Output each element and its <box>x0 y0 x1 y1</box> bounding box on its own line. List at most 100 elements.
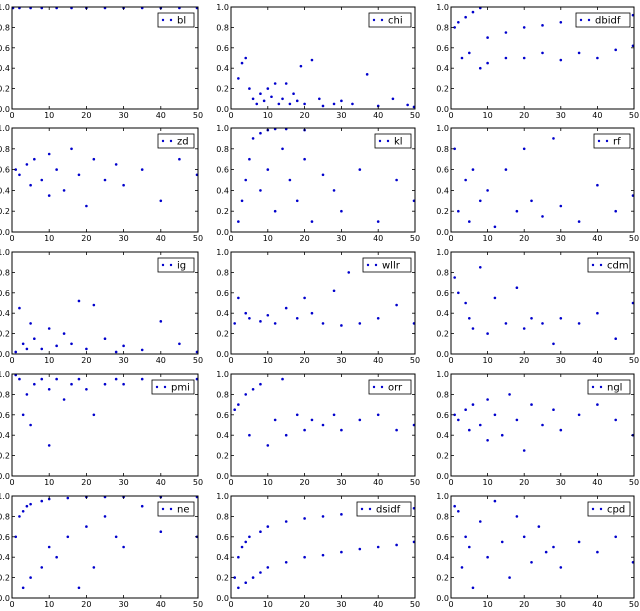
x-tick-label: 10 <box>483 111 493 120</box>
data-point <box>303 428 306 432</box>
legend-marker <box>374 263 378 267</box>
data-point <box>21 342 25 346</box>
legend-marker <box>380 385 384 389</box>
data-point <box>259 131 262 135</box>
data-point <box>259 92 262 95</box>
data-point <box>457 510 460 513</box>
data-point <box>18 515 21 518</box>
data-point <box>596 403 599 406</box>
data-point <box>614 48 617 52</box>
legend-marker <box>591 263 595 267</box>
y-tick-label: 0.0 <box>436 105 449 114</box>
y-tick-label: 0.0 <box>0 228 10 237</box>
x-tick-label: 30 <box>556 478 566 487</box>
data-point <box>47 444 51 447</box>
y-tick-label: 0.8 <box>436 512 449 521</box>
data-point <box>266 168 270 171</box>
data-point <box>340 324 343 327</box>
plot-frame <box>450 373 635 477</box>
y-tick-label: 0.6 <box>0 289 10 298</box>
y-tick-label: 0.8 <box>0 23 10 32</box>
data-point <box>40 499 44 503</box>
y-tick-label: 0.0 <box>436 228 449 237</box>
data-point <box>114 163 118 166</box>
legend-marker <box>605 139 609 143</box>
data-point <box>303 157 306 161</box>
data-point <box>14 168 18 171</box>
data-point <box>478 66 482 70</box>
y-tick-label: 0.6 <box>436 289 449 298</box>
y-tick-label: 0.0 <box>0 350 10 359</box>
y-tick-label: 0.8 <box>0 390 10 399</box>
subplot: 0 10 20 30 40 50 0.0 0.2 0.4 0.6 0.8 1.0 chi <box>216 3 420 120</box>
plot-frame <box>11 373 199 477</box>
data-point <box>303 517 306 520</box>
y-tick-label: 1.0 <box>0 492 10 501</box>
x-tick-label: 30 <box>119 478 129 487</box>
subplot: 0 10 20 30 40 50 0.0 0.2 0.4 0.6 0.8 1.0 dbidf <box>436 3 639 120</box>
data-point <box>347 271 351 274</box>
data-point <box>233 322 236 325</box>
x-tick-label: 30 <box>556 234 566 243</box>
plot-frame <box>230 373 416 477</box>
legend-label: kl <box>394 137 403 148</box>
y-tick-label: 0.8 <box>216 268 229 277</box>
data-point <box>478 266 482 269</box>
x-tick-label: 50 <box>193 478 203 487</box>
x-tick-label: 50 <box>410 356 420 365</box>
data-point <box>376 413 380 417</box>
data-point <box>92 303 96 307</box>
legend-marker <box>360 507 364 511</box>
y-tick-label: 0.2 <box>0 452 10 461</box>
data-point <box>577 51 581 55</box>
y-tick-label: 0.0 <box>216 228 229 237</box>
data-point <box>358 418 362 422</box>
subplot: 0 10 20 30 40 50 0.0 0.2 0.4 0.6 0.8 1.0 zd <box>0 124 203 243</box>
data-point <box>140 377 144 381</box>
x-tick-label: 40 <box>156 234 166 243</box>
data-point <box>288 178 292 182</box>
data-point <box>471 10 475 14</box>
y-tick-label: 0.6 <box>436 533 449 542</box>
data-point <box>453 276 456 279</box>
data-point <box>468 428 471 432</box>
legend-box <box>157 133 195 149</box>
data-point <box>464 178 467 182</box>
data-point <box>457 21 460 24</box>
data-point <box>365 73 369 76</box>
y-tick-label: 0.2 <box>216 330 229 339</box>
subplot: 0 10 20 30 40 50 0.0 0.2 0.4 0.6 0.8 1.0 cdm <box>436 248 639 365</box>
x-tick-label: 20 <box>519 600 529 609</box>
x-tick-label: 30 <box>119 111 129 120</box>
x-tick-label: 30 <box>336 478 346 487</box>
data-point <box>159 320 163 323</box>
data-point <box>559 566 563 569</box>
data-point <box>281 377 284 381</box>
x-tick-label: 10 <box>483 356 493 365</box>
y-tick-label: 0.8 <box>0 268 10 277</box>
data-point <box>303 102 306 106</box>
data-point <box>248 157 251 161</box>
data-point <box>281 97 284 101</box>
legend-marker <box>161 18 165 22</box>
legend-marker <box>378 139 382 143</box>
subplot: 0 10 20 30 40 50 0.0 0.2 0.4 0.6 0.8 1.0 rf <box>436 124 639 243</box>
y-tick-label: 0.8 <box>436 145 449 154</box>
legend-box <box>593 133 631 149</box>
data-point <box>321 423 325 427</box>
data-point <box>310 311 314 315</box>
data-point <box>21 510 25 513</box>
data-point <box>29 502 32 506</box>
legend-marker <box>372 18 376 22</box>
data-point <box>244 56 248 60</box>
x-tick-label: 10 <box>44 234 54 243</box>
data-point <box>292 92 295 95</box>
x-tick-label: 40 <box>156 600 166 609</box>
data-point <box>55 377 58 381</box>
data-point <box>541 423 544 427</box>
x-tick-label: 0 <box>448 600 453 609</box>
legend-marker <box>591 385 595 389</box>
data-point <box>237 586 240 590</box>
data-point <box>515 515 519 518</box>
data-point <box>178 342 181 346</box>
